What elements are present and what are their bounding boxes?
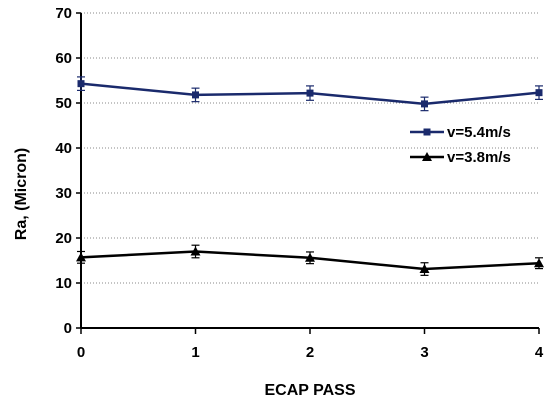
data-point-square (423, 128, 431, 136)
x-tick-label: 1 (191, 344, 199, 361)
y-tick-label: 10 (55, 275, 72, 292)
data-point-triangle (534, 258, 544, 268)
data-point-square (535, 89, 543, 97)
data-point-triangle (419, 264, 430, 274)
data-point-triangle (422, 152, 432, 161)
tick-labels: 0 10 20 30 40 50 60 70 0 1 2 3 4 (55, 5, 544, 361)
data-point-triangle (305, 252, 315, 262)
data-point-triangle (76, 252, 86, 262)
y-tick-label: 40 (55, 140, 72, 157)
y-tick-label: 60 (55, 50, 72, 67)
legend-item-2: v=3.8m/s (410, 149, 511, 166)
y-tick-label: 0 (64, 320, 72, 337)
legend-label: v=5.4m/s (447, 124, 511, 141)
series-1 (77, 76, 543, 112)
y-tick-label: 70 (55, 5, 72, 22)
data-point-triangle (190, 246, 201, 256)
y-tick-label: 20 (55, 230, 72, 247)
x-tick-label: 3 (420, 344, 428, 361)
y-tick-label: 50 (55, 95, 72, 112)
data-point-square (192, 91, 199, 99)
series-2 (76, 244, 544, 276)
x-tick-label: 0 (77, 344, 85, 361)
axes (76, 12, 540, 334)
data-point-square (421, 100, 428, 108)
x-axis-title: ECAP PASS (265, 382, 356, 399)
data-point-square (77, 80, 85, 88)
legend-label: v=3.8m/s (447, 149, 511, 166)
y-tick-label: 30 (55, 185, 72, 202)
gridlines (81, 12, 539, 284)
x-tick-label: 2 (306, 344, 314, 361)
x-tick-label: 4 (535, 344, 544, 361)
legend: v=5.4m/s v=3.8m/s (410, 124, 511, 166)
data-point-square (306, 89, 314, 97)
legend-item-1: v=5.4m/s (410, 124, 511, 141)
plot-area (76, 76, 544, 276)
y-axis-title: Ra, (Micron) (13, 148, 30, 240)
